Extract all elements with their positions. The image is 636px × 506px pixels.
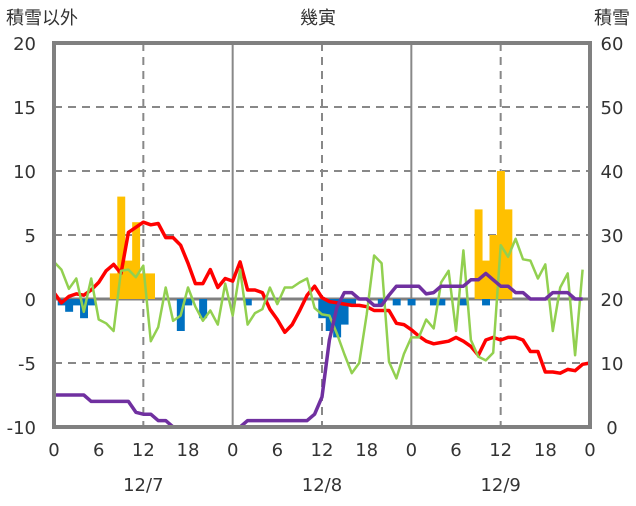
yellow-bars-bar xyxy=(109,273,118,299)
blue-bars-bar xyxy=(392,299,401,306)
yellow-bars-bar xyxy=(124,260,133,299)
x-tick-label: 0 xyxy=(406,440,417,461)
date-label: 12/9 xyxy=(480,475,520,496)
blue-bars-bar xyxy=(482,299,490,306)
left-tick-label: 0 xyxy=(25,290,36,311)
x-tick-label: 18 xyxy=(177,440,200,461)
date-label: 12/7 xyxy=(123,475,163,496)
blue-bars-bar xyxy=(243,299,252,306)
yellow-bars-bar xyxy=(474,209,483,299)
blue-bars-bar xyxy=(333,299,342,338)
blue-bars-bar xyxy=(437,299,446,306)
blue-bars-bar xyxy=(407,299,416,306)
x-tick-label: 12 xyxy=(132,440,155,461)
left-tick-label: 5 xyxy=(25,226,36,247)
plot-frame xyxy=(52,41,592,429)
left-tick-label: 10 xyxy=(13,162,36,183)
x-tick-label: 6 xyxy=(272,440,283,461)
right-axis-title: 積雪 xyxy=(594,8,630,29)
left-tick-label: -5 xyxy=(18,354,36,375)
yellow-bars-bar xyxy=(117,196,126,299)
left-axis-title: 積雪以外 xyxy=(6,8,78,29)
plot-border xyxy=(52,41,592,429)
right-tick-label: 40 xyxy=(601,162,624,183)
x-tick-label: 18 xyxy=(355,440,378,461)
x-tick-label: 0 xyxy=(48,440,59,461)
x-tick-label: 6 xyxy=(450,440,461,461)
blue-bars-bar xyxy=(340,299,349,325)
blue-bars-bar xyxy=(429,299,438,306)
lines xyxy=(52,220,591,429)
blue-bars-bar xyxy=(199,299,208,319)
right-tick-label: 50 xyxy=(601,98,624,119)
yellow-bars-bar xyxy=(139,273,148,299)
chart-title: 幾寅 xyxy=(300,8,336,29)
right-tick-label: 20 xyxy=(601,290,624,311)
x-tick-label: 18 xyxy=(534,440,557,461)
blue-bars-bar xyxy=(184,299,193,306)
right-tick-label: 60 xyxy=(601,34,624,55)
x-tick-label: 12 xyxy=(311,440,334,461)
x-tick-label: 6 xyxy=(93,440,104,461)
yellow-bars-bar xyxy=(147,273,155,299)
blue-bars-bar xyxy=(72,299,81,306)
blue-bars-bar xyxy=(459,299,468,306)
right-tick-label: 0 xyxy=(606,418,617,439)
yellow-bars-bar xyxy=(496,171,505,299)
date-label: 12/8 xyxy=(302,475,342,496)
x-tick-label: 0 xyxy=(584,440,595,461)
right-tick-label: 30 xyxy=(601,226,624,247)
blue-bars-bar xyxy=(348,299,356,306)
purple-line xyxy=(54,271,583,429)
yellow-bars-bar xyxy=(482,260,490,299)
green-line xyxy=(53,237,584,380)
blue-bars-bar xyxy=(318,299,327,319)
yellow-bars-bar xyxy=(132,222,141,299)
yellow-bars-bar xyxy=(489,235,498,299)
left-tick-label: 15 xyxy=(13,98,36,119)
x-tick-label: 0 xyxy=(227,440,238,461)
red-line xyxy=(52,220,591,375)
right-tick-label: 10 xyxy=(601,354,624,375)
left-tick-label: 20 xyxy=(13,34,36,55)
left-tick-label: -10 xyxy=(7,418,36,439)
x-tick-label: 12 xyxy=(489,440,512,461)
blue-bars-bar xyxy=(87,299,96,306)
blue-bars-bar xyxy=(65,299,74,312)
